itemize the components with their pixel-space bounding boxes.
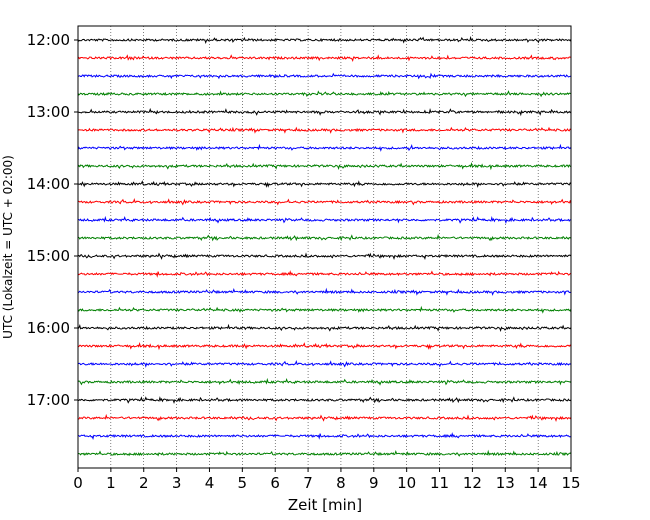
trace-line	[77, 180, 572, 188]
x-tick-label: 4	[205, 474, 215, 492]
trace-line	[77, 107, 572, 117]
x-tick-label: 1	[106, 474, 116, 492]
x-tick-label: 12	[463, 474, 482, 492]
x-tick-label: 8	[336, 474, 346, 492]
trace-line	[77, 90, 572, 98]
trace-line	[77, 413, 572, 422]
trace-line	[77, 252, 572, 261]
y-tick-label: 13:00	[27, 103, 70, 121]
y-tick-label: 14:00	[27, 175, 70, 193]
plot-background	[78, 26, 571, 468]
y-axis-ticks: 12:00 13:00 14:00 15:00 16:00 17:00	[27, 31, 78, 409]
y-tick-label: 15:00	[27, 247, 70, 265]
trace-line	[77, 35, 572, 44]
trace-line	[77, 54, 572, 62]
y-tick-label: 17:00	[27, 391, 70, 409]
y-tick-label: 16:00	[27, 319, 70, 337]
trace-line	[77, 126, 572, 134]
y-tick-label: 12:00	[27, 31, 70, 49]
trace-line	[77, 143, 572, 152]
trace-line	[77, 432, 572, 441]
trace-line	[77, 342, 572, 351]
trace-line	[77, 270, 572, 278]
x-tick-label: 10	[397, 474, 416, 492]
x-tick-label: 0	[73, 474, 83, 492]
trace-line	[77, 197, 572, 206]
x-tick-label: 14	[529, 474, 548, 492]
x-tick-label: 6	[270, 474, 280, 492]
x-tick-label: 3	[172, 474, 182, 492]
trace-line	[77, 72, 572, 80]
x-tick-label: 13	[496, 474, 515, 492]
trace-line	[77, 377, 572, 386]
trace-line	[77, 323, 572, 332]
trace-line	[77, 305, 572, 314]
seismogram-traces	[77, 35, 572, 457]
x-tick-label: 9	[369, 474, 379, 492]
x-axis-label: Zeit [min]	[288, 496, 362, 514]
x-tick-label: 11	[430, 474, 449, 492]
trace-line	[77, 396, 572, 405]
trace-line	[77, 162, 572, 171]
x-tick-label: 2	[139, 474, 149, 492]
trace-line	[77, 287, 572, 296]
x-tick-label: 15	[561, 474, 580, 492]
plot-frame	[77, 25, 572, 469]
y-axis-label: UTC (Lokalzeit = UTC + 02:00)	[1, 155, 15, 339]
trace-line	[77, 449, 572, 457]
trace-line	[77, 233, 572, 242]
trace-line	[77, 215, 572, 225]
x-axis-ticks: 0 1 2 3 4 5 6 7 8 9 10 11 12 13 14 15	[73, 468, 581, 492]
x-tick-label: 5	[238, 474, 248, 492]
trace-line	[77, 360, 572, 368]
x-tick-label: 7	[303, 474, 313, 492]
